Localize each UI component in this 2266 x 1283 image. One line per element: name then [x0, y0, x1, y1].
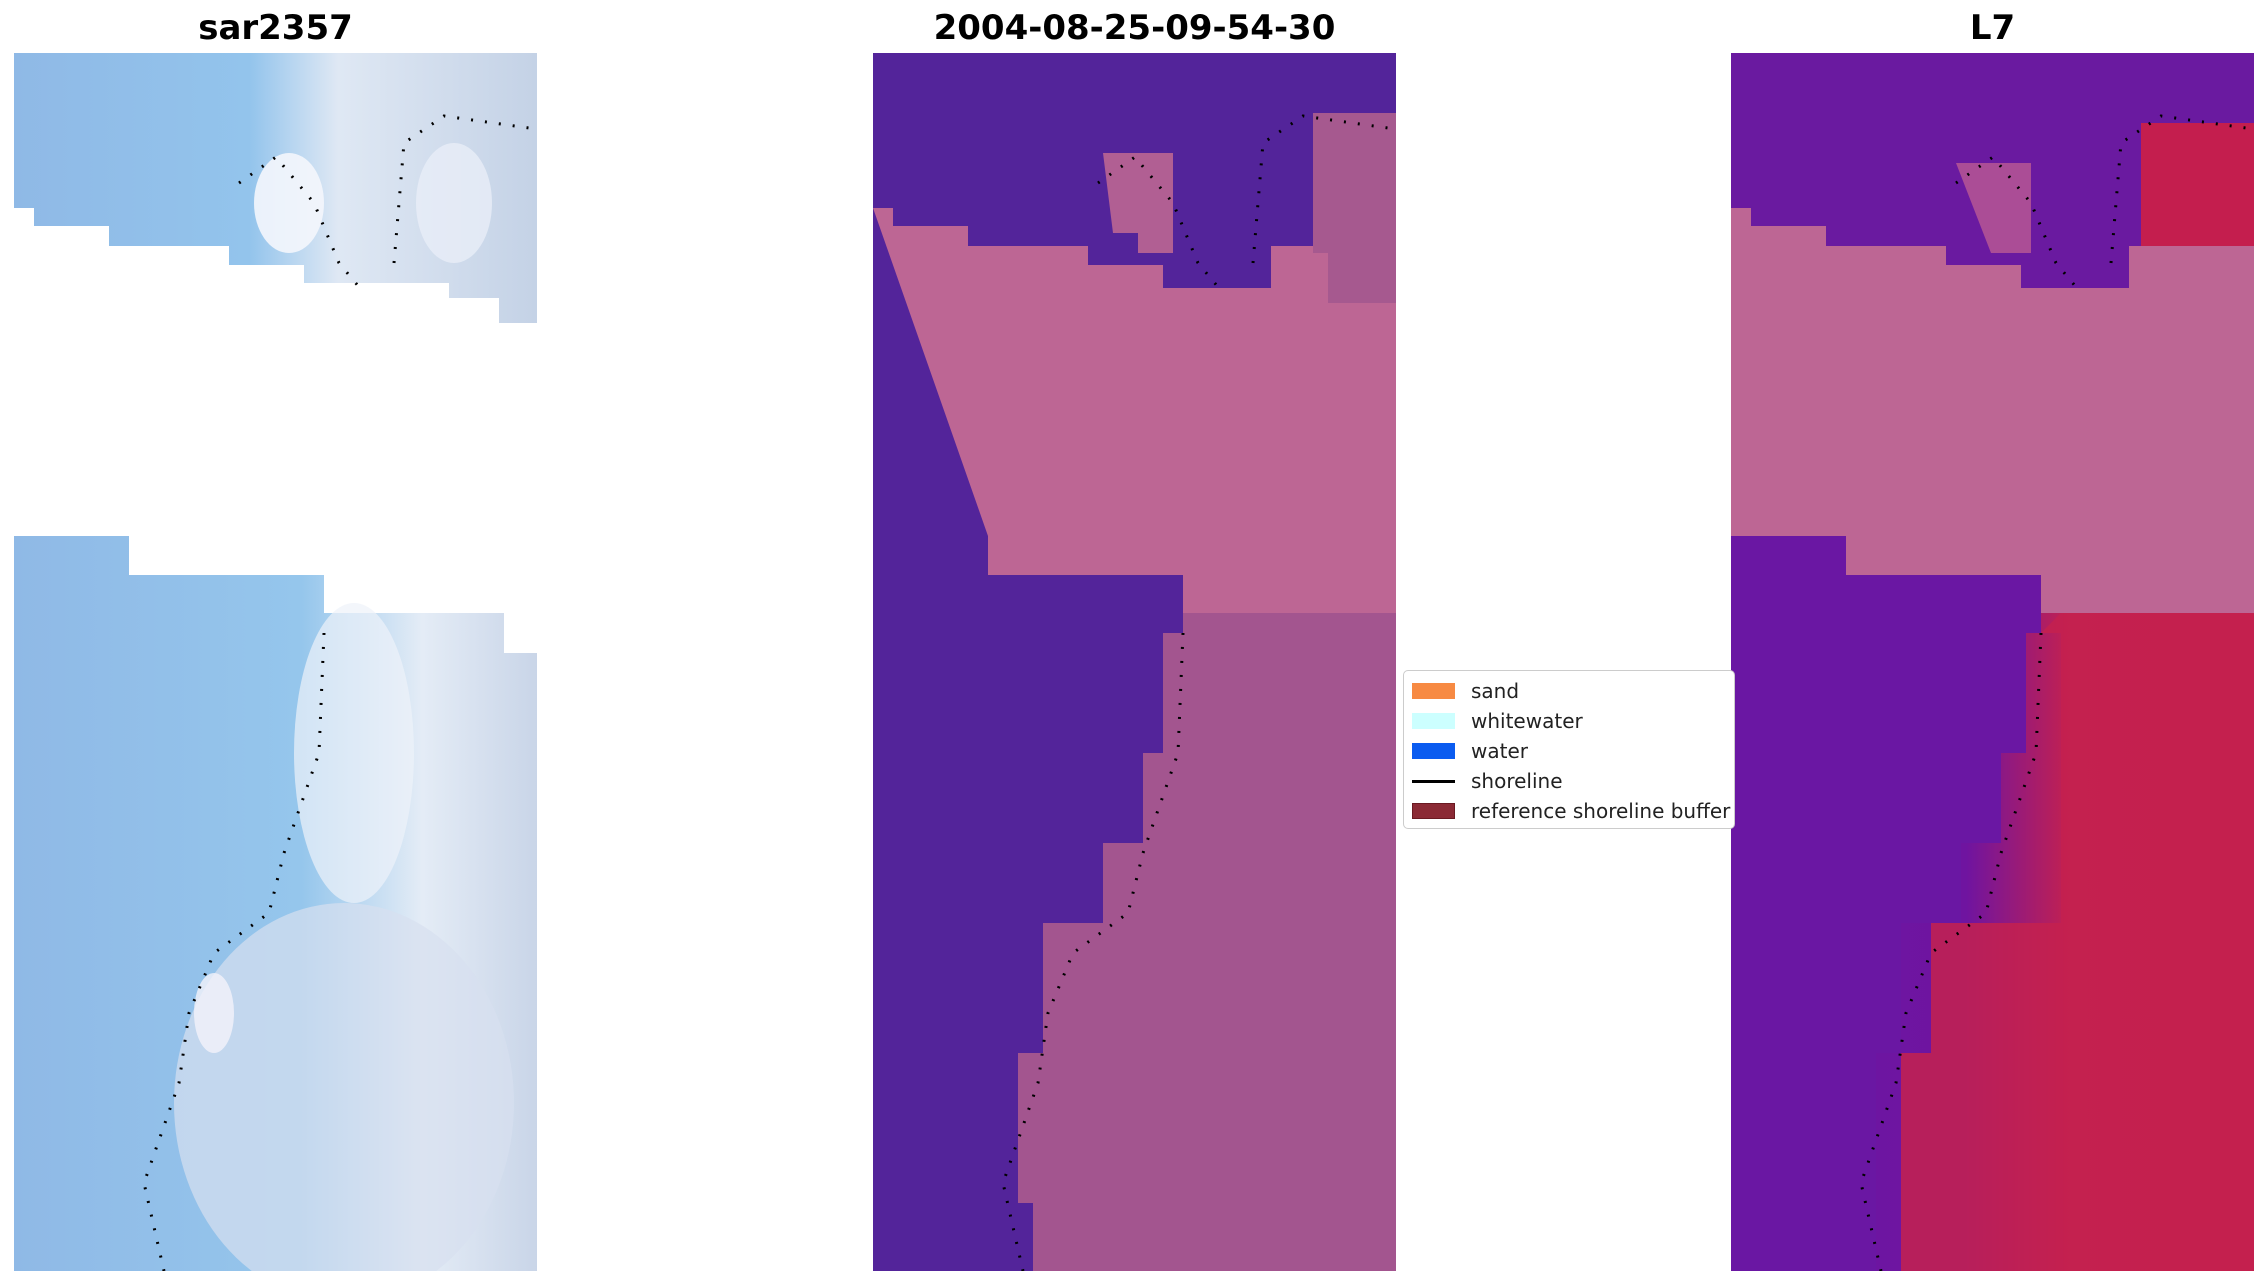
panel-title-index: L7 [1969, 8, 2016, 48]
whitewater-swatch [1412, 713, 1455, 729]
classified-land-region [873, 113, 1396, 1271]
panel-title-classified: 2004-08-25-09-54-30 [933, 8, 1336, 48]
water-swatch [1412, 743, 1455, 759]
rgb-image-panel [14, 53, 537, 1271]
legend-item-shoreline: shoreline [1412, 766, 1563, 796]
legend-item-sand: sand [1412, 676, 1519, 706]
legend-label: shoreline [1471, 769, 1563, 793]
legend-label: reference shoreline buffer [1471, 799, 1731, 823]
classified-image-panel [873, 53, 1396, 1271]
rgb-shoreline-dots [142, 114, 530, 1271]
legend: sand whitewater water shoreline referenc… [1403, 670, 1735, 829]
legend-label: sand [1471, 679, 1520, 703]
buffer-swatch [1412, 803, 1455, 819]
legend-label: whitewater [1471, 709, 1583, 733]
rgb-bottom-region [14, 536, 537, 1271]
shoreline-line-swatch [1412, 779, 1455, 783]
legend-item-whitewater: whitewater [1412, 706, 1583, 736]
index-image-panel [1731, 53, 2254, 1271]
legend-item-reference-buffer: reference shoreline buffer [1412, 796, 1730, 826]
sand-swatch [1412, 683, 1455, 699]
panel-title-rgb: sar2357 [198, 8, 353, 48]
classified-shoreline-dots [1001, 114, 1389, 1271]
index-shoreline-dots [1859, 114, 2247, 1271]
rgb-top-region [14, 53, 537, 323]
index-buffer-region [1731, 163, 2254, 613]
legend-label: water [1471, 739, 1528, 763]
legend-item-water: water [1412, 736, 1528, 766]
